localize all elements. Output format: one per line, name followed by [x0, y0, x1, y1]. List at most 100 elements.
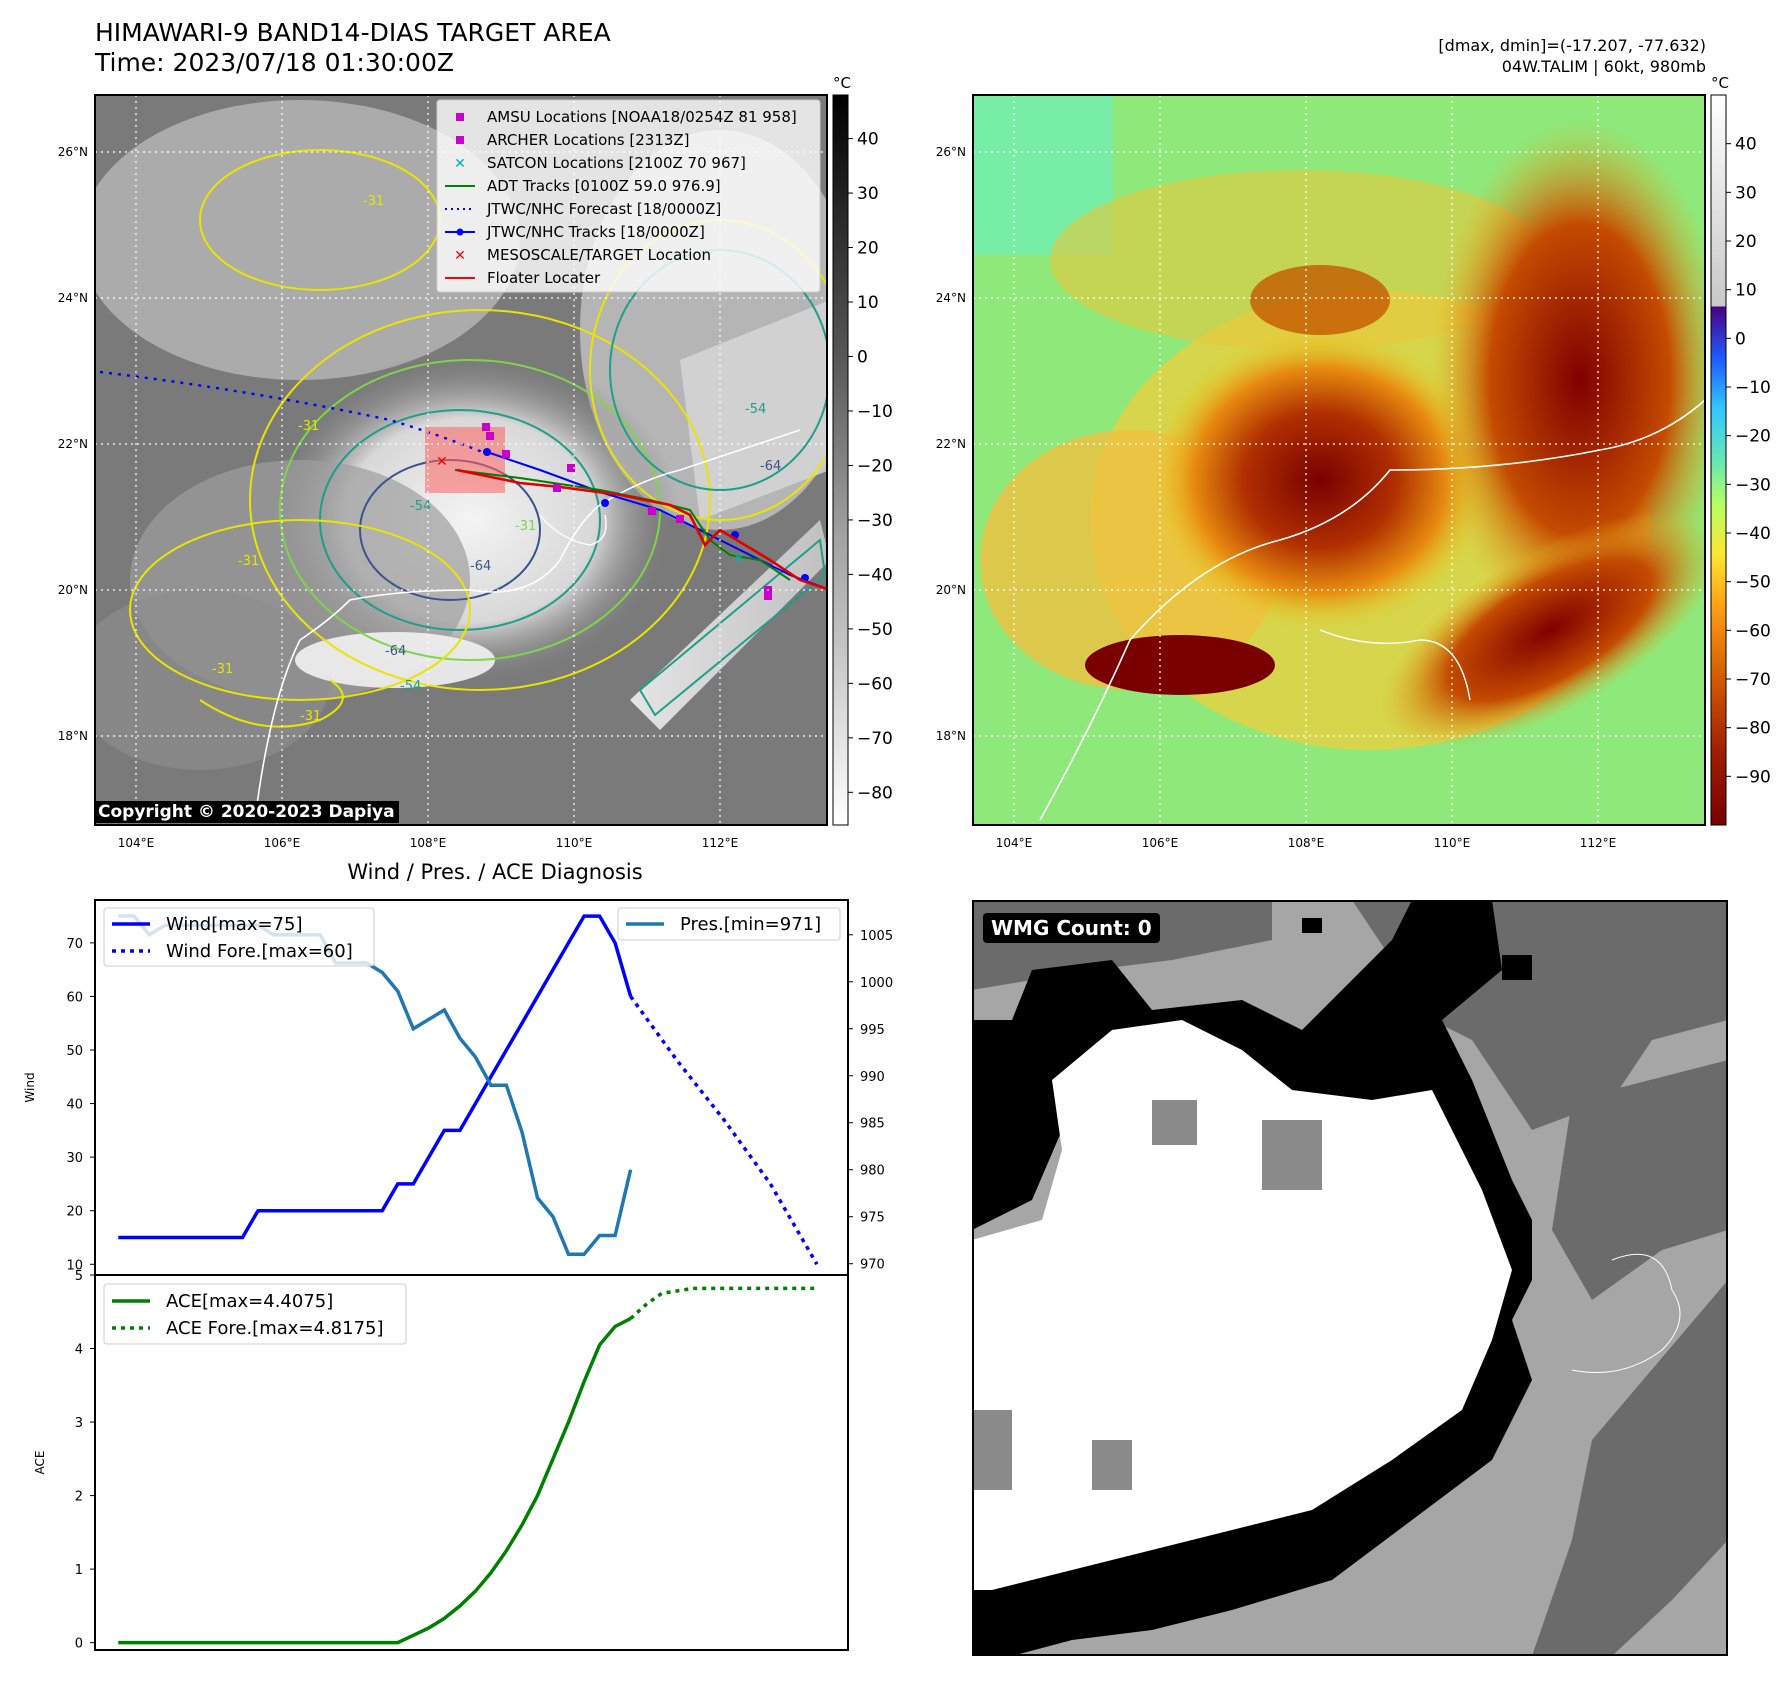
lat-label: 26°N: [58, 145, 88, 159]
contour-label: -31: [515, 519, 536, 534]
colorbar-tick-label: −30: [857, 511, 893, 531]
y-tick-label: 10: [66, 1258, 83, 1273]
y-tick-label: 30: [66, 1151, 83, 1166]
figure-time: Time: 2023/07/18 01:30:00Z: [95, 48, 454, 77]
colorbar-tick-label: −70: [857, 729, 893, 749]
rainbow-colorbar-ticks: 40 30 20 10 0 −10 −20 −30 −40 −50 −60 −70 −80 −90: [1726, 135, 1771, 787]
colorbar-tick-label: 10: [1735, 281, 1757, 301]
legend-marker: ✕: [454, 248, 466, 264]
contour-label: -31: [363, 194, 384, 209]
ir-colorbar-ticks: 40 30 20 10 0 −10 −20 −30 −40 −50 −60 −70 −80: [848, 130, 893, 803]
lon-label: 106°E: [1142, 836, 1179, 850]
legend-label: Wind Fore.[max=60]: [166, 941, 353, 962]
colorbar-tick-label: −90: [1735, 767, 1771, 787]
colorbar-tick-label: −20: [857, 456, 893, 476]
legend-label: MESOSCALE/TARGET Location: [487, 246, 711, 264]
colorbar-tick-label: 30: [1735, 183, 1757, 203]
series-line: [629, 1286, 817, 1320]
y-tick-label: 0: [75, 1637, 83, 1652]
colorbar-tick-label: −80: [857, 783, 893, 803]
rainbow-colorbar: [1710, 94, 1727, 826]
colorbar-tick-label: −80: [1735, 719, 1771, 739]
lon-label: 106°E: [264, 836, 301, 850]
colorbar-tick-label: −40: [857, 565, 893, 585]
contour-label: -54: [410, 499, 431, 514]
y-axis-label: Wind: [23, 1072, 37, 1102]
y-tick-label: 2: [75, 1490, 83, 1505]
colorbar-tick-label: −10: [857, 402, 893, 422]
colorbar-tick-label: −60: [857, 674, 893, 694]
rainbow-gridlines: [973, 95, 1705, 825]
contour-label: -31: [300, 709, 321, 724]
wmg-imagery: [972, 900, 1728, 1656]
copyright-label: Copyright © 2020-2023 Dapiya: [94, 801, 399, 823]
y-tick-label: 3: [75, 1416, 83, 1431]
lon-label: 104°E: [118, 836, 155, 850]
y2-tick-label: 980: [860, 1164, 885, 1179]
dmax-dmin-label: [dmax, dmin]=(-17.207, -77.632): [1438, 36, 1706, 55]
lon-label: 104°E: [996, 836, 1033, 850]
colorbar-tick-label: −60: [1735, 621, 1771, 641]
lat-label: 24°N: [936, 291, 966, 305]
y-tick-label: 40: [66, 1098, 83, 1113]
legend-marker: [456, 228, 464, 236]
rainbow-panel: 26°N 24°N 22°N 20°N 18°N 104°E 106°E 108…: [936, 74, 1771, 850]
lat-label: 20°N: [58, 583, 88, 597]
legend-marker: [456, 113, 464, 121]
contour-label: -31: [298, 419, 319, 434]
y2-tick-label: 1005: [860, 929, 893, 944]
lat-label: 20°N: [936, 583, 966, 597]
svg-text:✕: ✕: [733, 551, 745, 567]
y2-tick-label: 995: [860, 1023, 885, 1038]
contour-labels: -31 -31 -31 -31 -31 -31 -54 -54 -54 -64 …: [212, 194, 781, 724]
ace-chart: 0 1 2 3 4 5 ACE ACE[max=4.4075] ACE Fore.[max=4.…: [33, 1269, 849, 1652]
ir-colorbar: [832, 94, 849, 826]
legend-label: AMSU Locations [NOAA18/0254Z 81 958]: [487, 108, 797, 126]
colorbar-tick-label: −20: [1735, 427, 1771, 447]
legend-box: [103, 907, 375, 967]
y-tick-label: 50: [66, 1044, 83, 1059]
rainbow-lon-labels: 104°E 106°E 108°E 110°E 112°E: [996, 836, 1617, 850]
legend-marker: [456, 136, 464, 144]
colorbar-tick-label: −10: [1735, 378, 1771, 398]
plot-frame: [94, 1274, 849, 1651]
colorbar-tick-label: 0: [1735, 329, 1746, 349]
contour-label: -54: [745, 402, 766, 417]
colorbar-tick-label: 20: [1735, 232, 1757, 252]
legend-label: JTWC/NHC Forecast [18/0000Z]: [486, 200, 721, 218]
legend-label: SATCON Locations [2100Z 70 967]: [487, 154, 746, 172]
y-tick-label: 1: [75, 1563, 83, 1578]
y2-tick-label: 985: [860, 1117, 885, 1132]
lat-label: 22°N: [58, 437, 88, 451]
contour-label: -31: [212, 662, 233, 677]
contour-label: -64: [760, 459, 781, 474]
lon-label: 110°E: [556, 836, 593, 850]
wmg-panel: [972, 900, 1728, 1656]
contour-label: -64: [470, 559, 491, 574]
y-axis-label: ACE: [33, 1451, 47, 1475]
colorbar-tick-label: 20: [857, 239, 879, 259]
lon-label: 108°E: [410, 836, 447, 850]
lat-label: 22°N: [936, 437, 966, 451]
y2-tick-label: 990: [860, 1070, 885, 1085]
colorbar-tick-label: −40: [1735, 524, 1771, 544]
ir-panel: ✕ ✕ -31 -31 -31 -31 -31 -31 -54 -54 -54 …: [58, 74, 893, 850]
wmg-count-label: WMG Count: 0: [983, 913, 1160, 943]
lat-label: 18°N: [58, 729, 88, 743]
y2-tick-label: 975: [860, 1211, 885, 1226]
legend-label: JTWC/NHC Tracks [18/0000Z]: [486, 223, 705, 241]
ir-lat-labels: 26°N 24°N 22°N 20°N 18°N: [58, 145, 88, 743]
y-tick-label: 4: [75, 1343, 83, 1358]
colorbar-tick-label: 0: [857, 347, 868, 367]
lon-label: 110°E: [1434, 836, 1471, 850]
svg-text:✕: ✕: [436, 454, 448, 470]
contour-label: -54: [400, 679, 421, 694]
colorbar-tick-label: −50: [857, 620, 893, 640]
rainbow-imagery: [973, 95, 1705, 825]
series-line: [629, 995, 819, 1266]
colorbar-tick-label: 30: [857, 184, 879, 204]
legend-label: Wind[max=75]: [166, 914, 303, 935]
y-tick-label: 5: [75, 1269, 83, 1284]
rainbow-colorbar-unit: °C: [1711, 74, 1729, 92]
legend-label: ACE[max=4.4075]: [166, 1291, 333, 1312]
